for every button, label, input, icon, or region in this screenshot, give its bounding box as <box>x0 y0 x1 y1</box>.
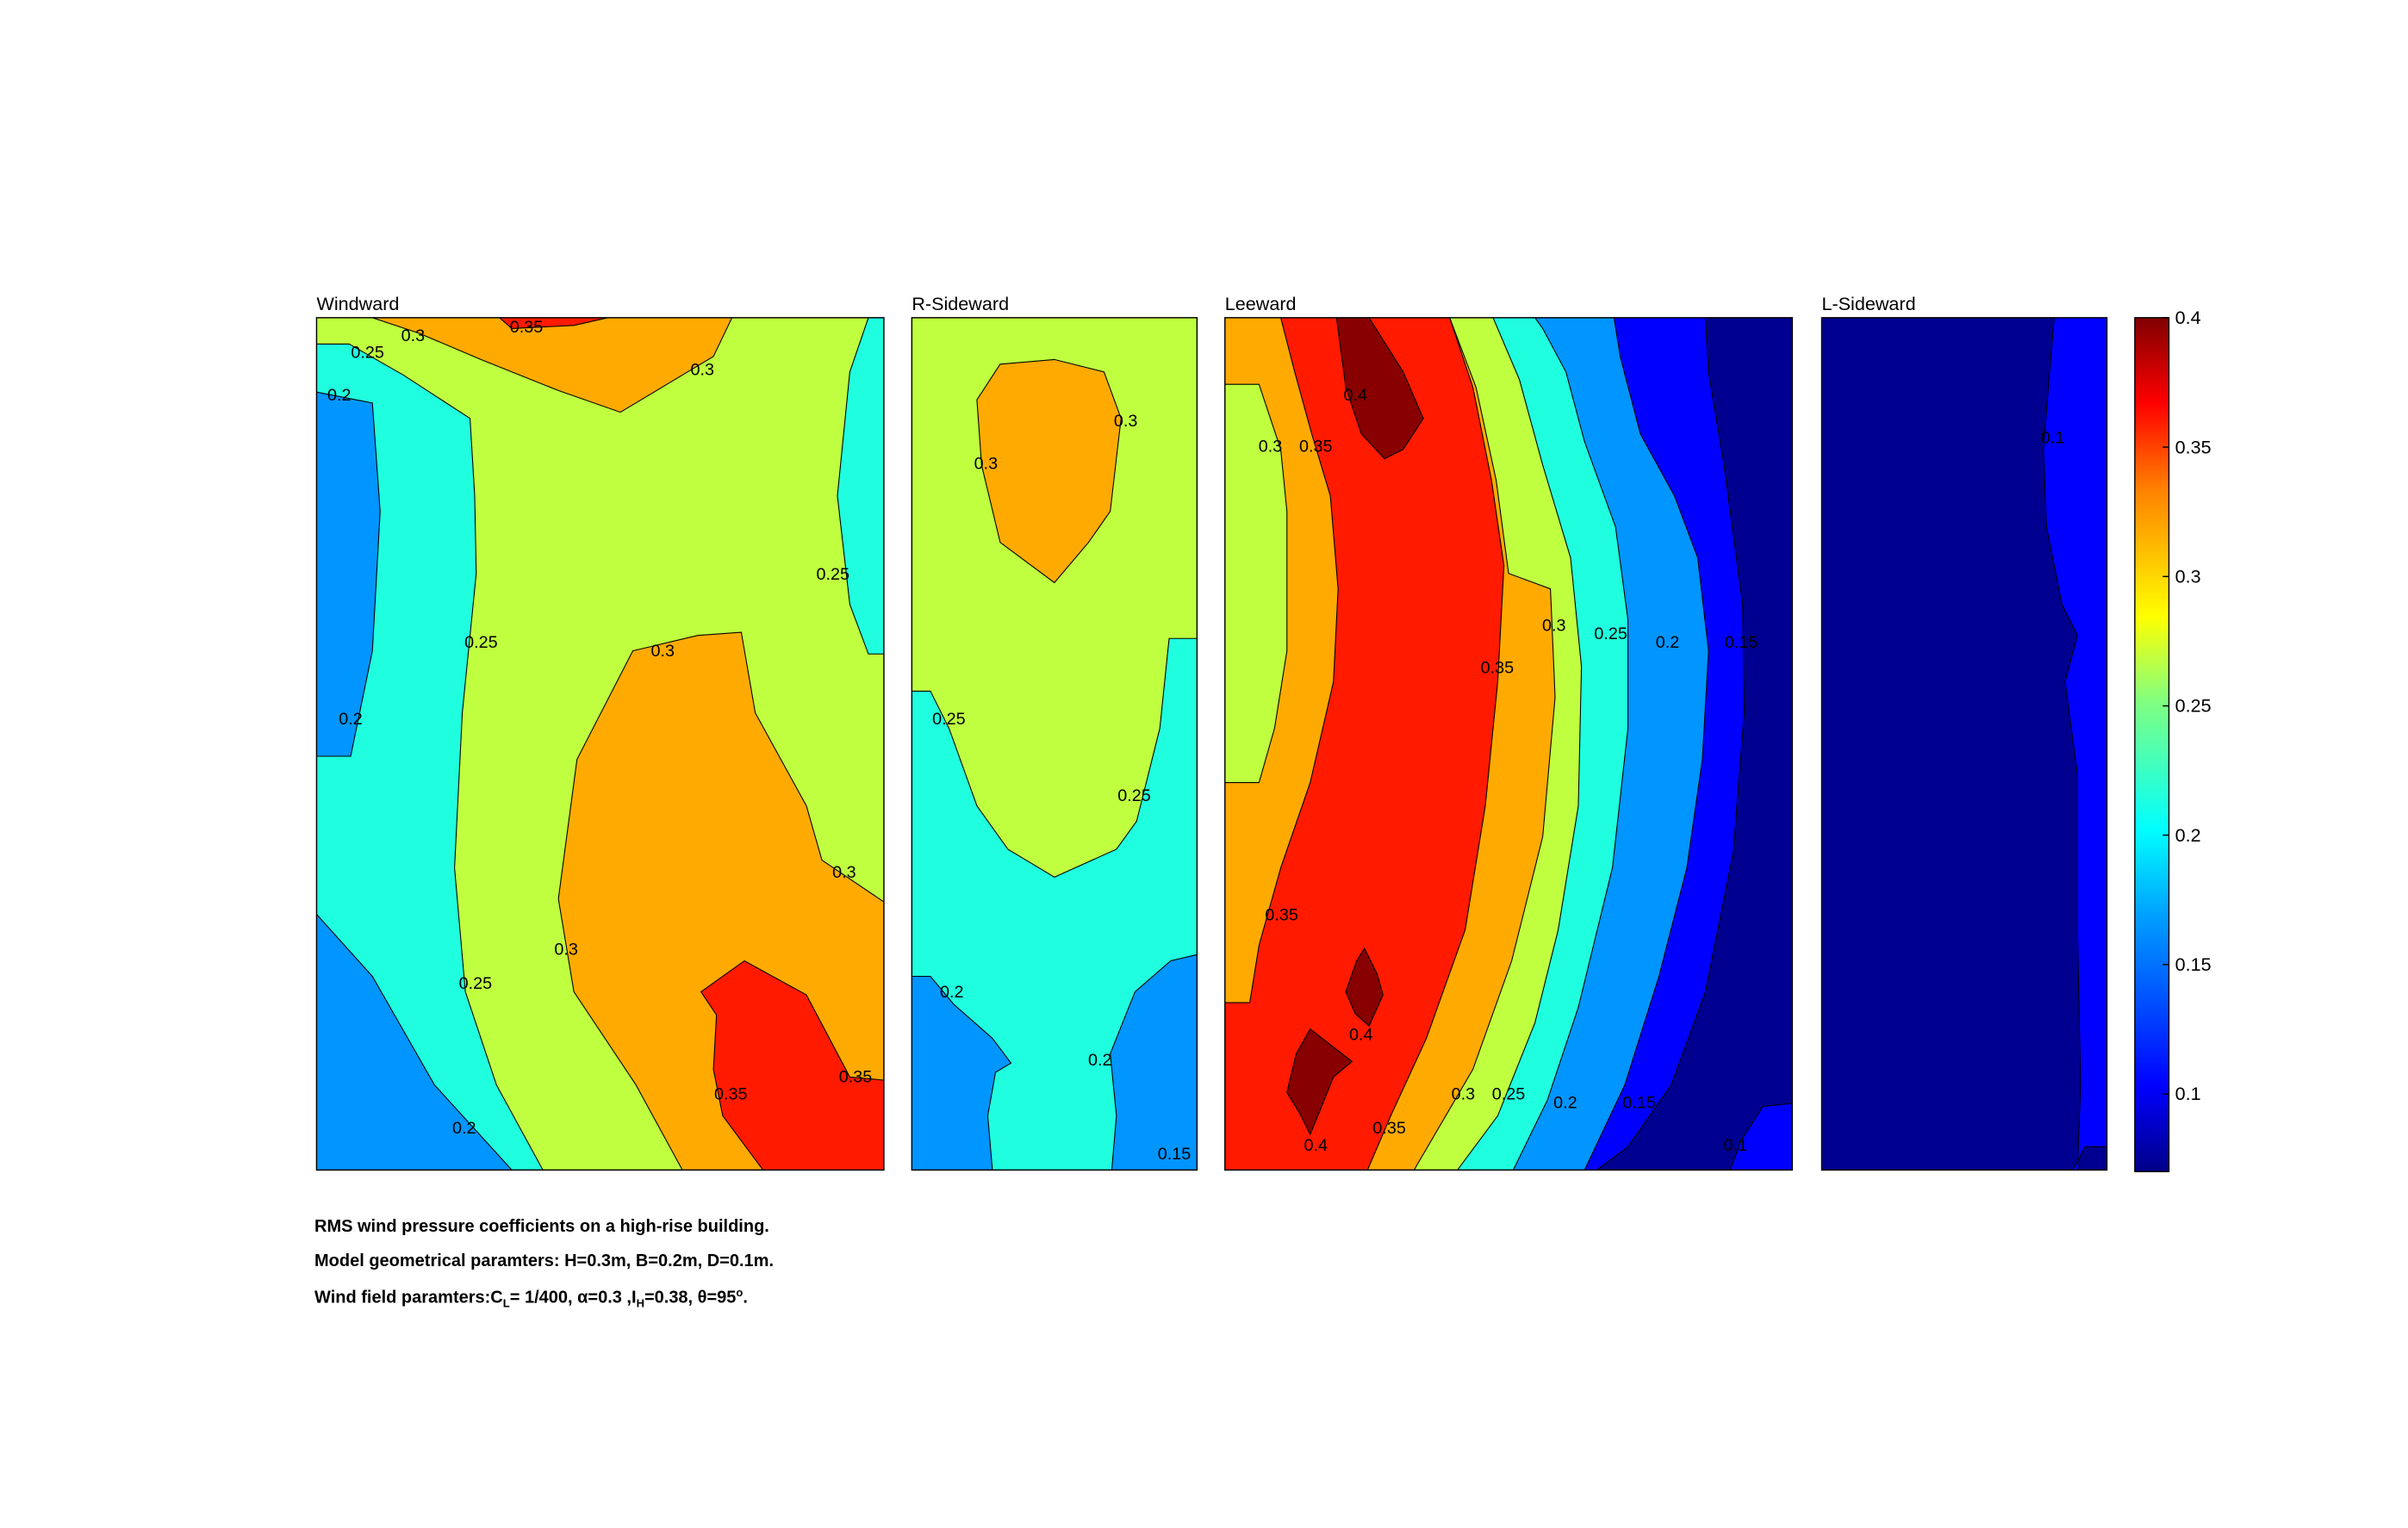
windward-level-0.35-lower <box>700 960 884 1171</box>
r-sideward-level-0.3 <box>976 358 1122 584</box>
caption-line-3-sub-h: H <box>636 1296 644 1310</box>
leeward-level-0.4-low <box>1286 1028 1353 1136</box>
contour-label-windward-11: 0.25 <box>459 974 493 993</box>
contour-labels: 0.35 0.3 0.25 0.2 0.3 0.25 0.25 0.3 0.2 0.3 0.3 0.2… <box>327 318 2064 1164</box>
contour-label-leeward-15: 0.35 <box>1372 1119 1406 1138</box>
colorbar-ticks: 0.1 0.15 0.2 0.25 0.3 0.35 0.4 <box>2162 307 2212 1104</box>
contour-label-windward-10: 0.3 <box>554 940 578 959</box>
contour-label-leeward-4: 0.25 <box>1594 624 1627 643</box>
colorbar-tick-label-6: 0.4 <box>2175 307 2201 328</box>
contour-label-r-sideward-4: 0.2 <box>940 983 964 1002</box>
caption-line-1: RMS wind pressure coefficients on a high… <box>314 1217 769 1236</box>
contour-label-r-sideward-6: 0.15 <box>1158 1145 1192 1164</box>
contour-label-windward-12: 0.35 <box>714 1085 748 1104</box>
leeward-level-0.35 <box>1224 317 1505 1171</box>
contour-label-windward-4: 0.3 <box>691 360 715 379</box>
contour-label-windward-3: 0.2 <box>327 386 352 405</box>
contour-label-windward-0: 0.35 <box>510 318 544 337</box>
contour-label-leeward-12: 0.2 <box>1553 1093 1577 1112</box>
caption-line-3: Wind field paramters:CL= 1/400, α=0.3 ,I… <box>314 1286 748 1310</box>
contour-label-leeward-6: 0.15 <box>1725 633 1758 652</box>
contour-label-windward-6: 0.25 <box>464 633 498 652</box>
leeward-level-0.4 <box>1335 317 1424 460</box>
contour-label-leeward-8: 0.35 <box>1265 906 1298 925</box>
contour-label-windward-8: 0.2 <box>339 710 363 729</box>
l-sideward-frame <box>1820 317 2108 1171</box>
contour-label-leeward-11: 0.25 <box>1492 1085 1526 1104</box>
windward-panel <box>316 317 884 1171</box>
caption-line-3-sub-l: L <box>502 1296 510 1310</box>
panel-title-l-sideward: L-Sideward <box>1821 293 1915 314</box>
contour-label-leeward-5: 0.2 <box>1656 633 1680 652</box>
colorbar-tick-label-3: 0.25 <box>2175 695 2212 717</box>
contour-label-windward-5: 0.25 <box>817 565 850 584</box>
caption-line-3-mid2: =0.38, θ=95 <box>644 1288 737 1307</box>
leeward-level-0.4-mid <box>1345 947 1384 1027</box>
contour-label-leeward-16: 0.1 <box>1724 1136 1748 1155</box>
contour-label-leeward-1: 0.3 <box>1259 437 1283 456</box>
contour-label-windward-14: 0.2 <box>452 1119 476 1138</box>
contour-label-windward-7: 0.3 <box>650 642 675 661</box>
contour-label-r-sideward-5: 0.2 <box>1088 1051 1112 1070</box>
contour-label-leeward-2: 0.35 <box>1299 437 1333 456</box>
panel-title-leeward: Leeward <box>1225 293 1297 314</box>
colorbar <box>2134 317 2170 1172</box>
contour-label-windward-13: 0.35 <box>839 1068 873 1087</box>
r-sideward-frame <box>911 317 1198 1171</box>
colorbar-tick-label-4: 0.3 <box>2175 565 2201 587</box>
contour-label-leeward-0: 0.4 <box>1344 386 1368 405</box>
contour-label-r-sideward-3: 0.25 <box>1117 786 1151 805</box>
contour-label-leeward-9: 0.4 <box>1349 1025 1373 1044</box>
r-sideward-panel <box>912 317 1198 1171</box>
colorbar-tick-label-0: 0.1 <box>2175 1083 2201 1104</box>
colorbar-tick-label-1: 0.15 <box>2175 953 2212 975</box>
windward-level-0.3 <box>372 317 733 413</box>
l-sideward-level-0.1 <box>2043 317 2107 1171</box>
contour-label-leeward-3: 0.3 <box>1542 616 1566 635</box>
leeward-frame <box>1224 317 1794 1171</box>
contour-label-leeward-13: 0.15 <box>1622 1093 1656 1112</box>
contour-label-r-sideward-1: 0.3 <box>974 454 999 473</box>
caption-line-3-end: . <box>743 1288 748 1307</box>
contour-label-r-sideward-2: 0.25 <box>932 710 966 729</box>
caption-line-3-mid: = 1/400, α=0.3 ,I <box>509 1288 637 1307</box>
contour-label-leeward-14: 0.4 <box>1304 1136 1328 1155</box>
contour-label-l-sideward-0: 0.1 <box>2041 429 2065 448</box>
contour-label-windward-9: 0.3 <box>832 863 856 882</box>
leeward-level-0.25-left <box>1224 383 1288 784</box>
colorbar-tick-label-5: 0.35 <box>2175 436 2212 457</box>
colorbar-tick-label-2: 0.2 <box>2175 824 2201 846</box>
panel-title-windward: Windward <box>316 293 399 314</box>
leeward-panel <box>1224 317 1793 1171</box>
contour-label-r-sideward-0: 0.3 <box>1114 412 1138 431</box>
contour-label-leeward-7: 0.35 <box>1481 659 1515 678</box>
panel-title-r-sideward: R-Sideward <box>912 293 1009 314</box>
caption-line-3-prefix: Wind field paramters:C <box>314 1288 503 1307</box>
contour-label-windward-2: 0.25 <box>351 344 384 363</box>
windward-frame <box>315 317 885 1171</box>
caption-line-2: Model geometrical paramters: H=0.3m, B=0… <box>314 1252 774 1270</box>
caption-line-3-sup: o <box>736 1286 744 1299</box>
windward-level-0.35 <box>498 317 608 329</box>
l-sideward-panel <box>1821 317 2107 1171</box>
contour-label-windward-1: 0.3 <box>401 326 426 345</box>
contour-label-leeward-10: 0.3 <box>1452 1085 1476 1104</box>
